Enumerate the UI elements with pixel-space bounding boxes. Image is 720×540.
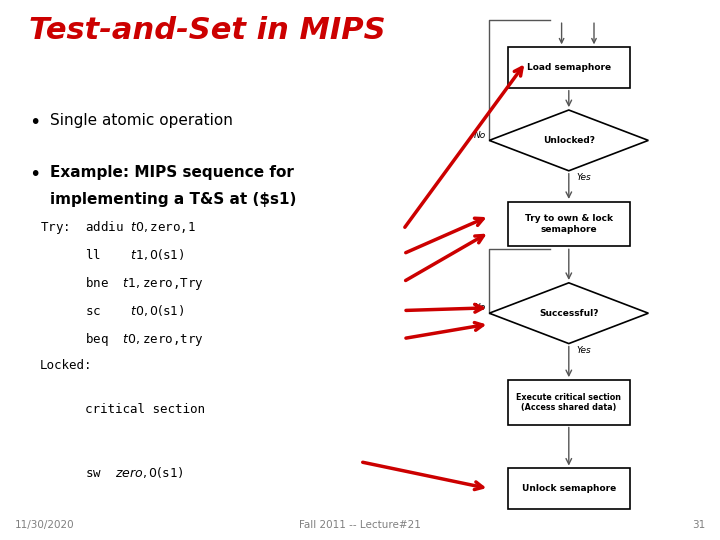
Text: Successful?: Successful? xyxy=(539,309,598,318)
FancyBboxPatch shape xyxy=(508,468,630,509)
Text: Unlocked?: Unlocked? xyxy=(543,136,595,145)
Text: Test-and-Set in MIPS: Test-and-Set in MIPS xyxy=(29,16,385,45)
Text: No: No xyxy=(473,131,485,139)
Text: •: • xyxy=(29,113,40,132)
Text: beq  $t0,$zero,try: beq $t0,$zero,try xyxy=(40,331,203,348)
Text: Unlock semaphore: Unlock semaphore xyxy=(522,484,616,493)
Text: ll    $t1,0($s1): ll $t1,0($s1) xyxy=(40,247,184,262)
Text: sc    $t0,0($s1): sc $t0,0($s1) xyxy=(40,303,184,318)
Text: bne  $t1,$zero,Try: bne $t1,$zero,Try xyxy=(40,275,203,292)
FancyBboxPatch shape xyxy=(508,380,630,424)
Text: Try:  addiu $t0,$zero,1: Try: addiu $t0,$zero,1 xyxy=(40,219,195,235)
Text: critical section: critical section xyxy=(40,403,204,416)
Text: sw  $zero,0($s1): sw $zero,0($s1) xyxy=(40,465,183,480)
Polygon shape xyxy=(490,110,649,171)
Text: Fall 2011 -- Lecture#21: Fall 2011 -- Lecture#21 xyxy=(299,520,421,530)
Text: Execute critical section
(Access shared data): Execute critical section (Access shared … xyxy=(516,393,621,412)
Text: 31: 31 xyxy=(693,520,706,530)
FancyBboxPatch shape xyxy=(508,47,630,87)
Text: Try to own & lock
semaphore: Try to own & lock semaphore xyxy=(525,214,613,234)
Text: implementing a T&S at ($s1): implementing a T&S at ($s1) xyxy=(50,192,297,207)
Text: 11/30/2020: 11/30/2020 xyxy=(14,520,74,530)
Text: Load semaphore: Load semaphore xyxy=(527,63,611,72)
Text: No: No xyxy=(473,303,485,312)
Text: •: • xyxy=(29,165,40,184)
Text: Example: MIPS sequence for: Example: MIPS sequence for xyxy=(50,165,294,180)
Text: Yes: Yes xyxy=(576,346,590,355)
FancyBboxPatch shape xyxy=(508,202,630,246)
Text: Locked:: Locked: xyxy=(40,359,92,372)
Polygon shape xyxy=(490,283,649,343)
Text: Single atomic operation: Single atomic operation xyxy=(50,113,233,129)
Text: Yes: Yes xyxy=(576,173,590,183)
